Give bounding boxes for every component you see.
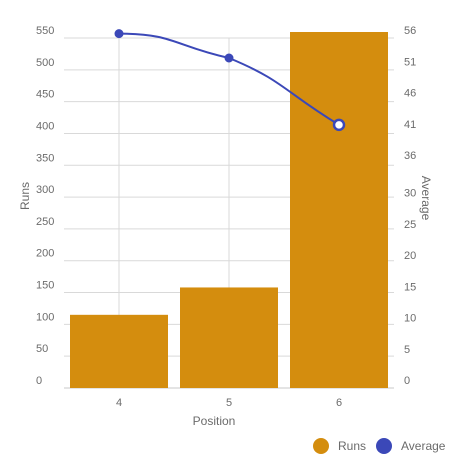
x-axis-title: Position bbox=[193, 414, 236, 428]
legend-average-label: Average bbox=[401, 439, 446, 453]
legend-average-marker bbox=[376, 438, 392, 454]
legend-runs-marker bbox=[313, 438, 329, 454]
average-line-series bbox=[114, 29, 346, 132]
left-tick-label: 250 bbox=[36, 216, 54, 228]
left-tick-label: 200 bbox=[36, 248, 54, 260]
left-tick-label: 300 bbox=[36, 184, 54, 196]
left-tick-label: 400 bbox=[36, 120, 54, 132]
left-tick-label: 550 bbox=[36, 25, 54, 37]
x-axis-ticks: 4 5 6 bbox=[116, 397, 342, 409]
right-tick-label: 15 bbox=[404, 281, 416, 293]
right-tick-label: 30 bbox=[404, 188, 416, 200]
left-tick-label: 50 bbox=[36, 343, 48, 355]
legend: Runs Average bbox=[313, 438, 446, 454]
runs-bar-6[interactable] bbox=[290, 32, 388, 388]
x-tick-label: 5 bbox=[226, 397, 232, 409]
left-tick-label: 0 bbox=[36, 375, 42, 387]
average-point-6[interactable] bbox=[332, 118, 346, 132]
right-tick-label: 10 bbox=[404, 313, 416, 325]
x-tick-label: 4 bbox=[116, 397, 122, 409]
y-right-axis-title: Average bbox=[419, 176, 433, 221]
right-tick-label: 20 bbox=[404, 250, 416, 262]
right-tick-label: 46 bbox=[404, 88, 416, 100]
legend-item-runs[interactable]: Runs bbox=[313, 438, 366, 454]
right-axis-ticks: 0 5 10 15 20 25 30 36 41 46 51 56 bbox=[404, 25, 416, 387]
right-tick-label: 36 bbox=[404, 150, 416, 162]
right-tick-label: 0 bbox=[404, 375, 410, 387]
right-tick-label: 5 bbox=[404, 344, 410, 356]
left-tick-label: 100 bbox=[36, 311, 54, 323]
left-tick-label: 350 bbox=[36, 152, 54, 164]
right-tick-label: 41 bbox=[404, 119, 416, 131]
left-axis-ticks: 0 50 100 150 200 250 300 350 400 450 500 550 bbox=[36, 25, 54, 387]
average-point-5[interactable] bbox=[224, 53, 234, 63]
runs-bars bbox=[70, 32, 388, 388]
right-tick-label: 25 bbox=[404, 219, 416, 231]
left-tick-label: 500 bbox=[36, 57, 54, 69]
left-tick-label: 450 bbox=[36, 89, 54, 101]
runs-bar-4[interactable] bbox=[70, 314, 168, 388]
runs-bar-5[interactable] bbox=[180, 287, 278, 388]
right-tick-label: 51 bbox=[404, 56, 416, 68]
x-tick-label: 6 bbox=[336, 397, 342, 409]
y-left-axis-title: Runs bbox=[18, 182, 32, 210]
left-tick-label: 150 bbox=[36, 280, 54, 292]
right-tick-label: 56 bbox=[404, 25, 416, 37]
legend-runs-label: Runs bbox=[338, 439, 366, 453]
legend-item-average[interactable]: Average bbox=[376, 438, 446, 454]
average-point-4[interactable] bbox=[114, 29, 124, 39]
